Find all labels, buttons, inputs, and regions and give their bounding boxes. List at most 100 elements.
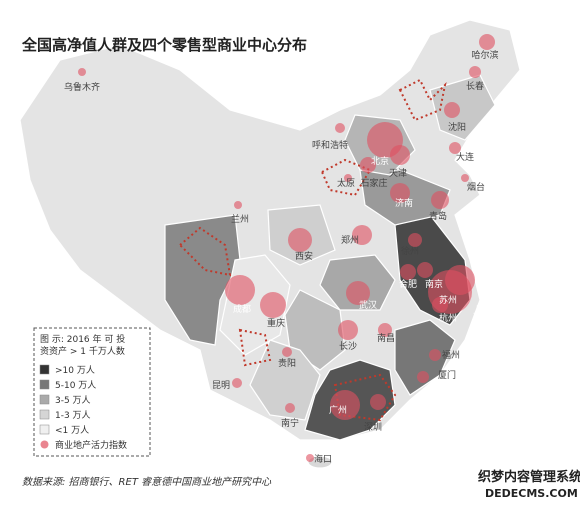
province <box>429 74 496 141</box>
island <box>307 455 333 469</box>
legend-swatch <box>40 440 49 449</box>
legend-label: 3-5 万人 <box>55 395 91 406</box>
city-dot <box>306 454 314 462</box>
city-label: 成都 <box>233 303 251 315</box>
province <box>394 319 456 396</box>
city-label: 沈阳 <box>448 121 466 133</box>
city-dot <box>444 102 460 118</box>
legend-label: 商业地产活力指数 <box>55 439 127 451</box>
city-label: 南昌 <box>377 332 395 344</box>
watermark: DEDECMS.COM <box>485 487 578 500</box>
city-dot <box>400 264 416 280</box>
city-label: 上海 <box>473 304 491 316</box>
city-dot <box>429 349 441 361</box>
city-dot <box>352 225 372 245</box>
city-dot <box>461 174 469 182</box>
city-dot <box>78 68 86 76</box>
city-label: 大连 <box>456 151 474 163</box>
city-label: 苏州 <box>439 294 457 306</box>
city-dot <box>390 183 410 203</box>
city-label: 长春 <box>466 80 484 92</box>
city-dot <box>225 275 255 305</box>
city-label: 徐州 <box>401 245 419 257</box>
city-dot <box>479 34 495 50</box>
legend-label: 5-10 万人 <box>55 380 96 391</box>
city-dot <box>417 262 433 278</box>
city-dot <box>232 378 242 388</box>
city-dot <box>360 157 376 173</box>
legend-label: >10 万人 <box>55 365 95 376</box>
city-label: 北京 <box>371 155 389 167</box>
legend-swatch <box>39 394 50 405</box>
city-label: 烟台 <box>467 181 485 193</box>
city-dot <box>285 403 295 413</box>
legend-label: <1 万人 <box>55 425 89 436</box>
city-dot <box>469 66 481 78</box>
city-label: 贵阳 <box>278 357 296 369</box>
city-label: 长沙 <box>339 340 357 352</box>
city-label: 呼和浩特 <box>312 139 348 151</box>
city-label: 昆明 <box>212 380 230 391</box>
city-label: 厦门 <box>438 369 456 381</box>
province <box>164 214 241 346</box>
legend-title: 资资产 > 1 千万人数 <box>40 345 125 357</box>
city-label: 西安 <box>295 250 313 262</box>
city-dot <box>431 191 449 209</box>
city-label: 天津 <box>389 168 407 179</box>
city-label: 南宁 <box>281 417 299 429</box>
dotted-region <box>398 78 447 122</box>
city-label: 深圳 <box>364 422 382 433</box>
city-label: 合肥 <box>399 278 417 290</box>
city-label: 哈尔滨 <box>471 49 498 61</box>
legend-box <box>33 327 151 457</box>
city-label: 兰州 <box>231 213 249 225</box>
city-label: 海口 <box>314 453 332 465</box>
city-dot <box>330 390 360 420</box>
city-label: 福州 <box>442 349 460 361</box>
city-dot <box>344 174 352 182</box>
legend-swatch <box>39 379 50 390</box>
city-dot <box>390 145 410 165</box>
city-dot <box>432 297 448 313</box>
city-label: 太原 <box>337 177 355 189</box>
watermark: 织梦内容管理系统 <box>478 469 580 485</box>
province <box>249 339 321 421</box>
city-dot <box>234 201 242 209</box>
city-label: 武汉 <box>359 299 377 311</box>
city-label: 南京 <box>425 278 443 290</box>
city-label: 广州 <box>329 404 347 416</box>
dotted-region <box>238 328 272 367</box>
dotted-region <box>320 158 372 197</box>
legend: 图 示: 2016 年 可 投 资资产 > 1 千万人数 >10 万人 5-10 … <box>33 327 151 457</box>
city-label: 重庆 <box>267 317 285 329</box>
city-dot <box>260 292 286 318</box>
city-dot <box>378 323 392 337</box>
city-dot <box>346 281 370 305</box>
legend-swatch <box>39 424 50 435</box>
city-label: 杭州 <box>439 312 457 324</box>
city-dot <box>338 320 358 340</box>
city-label: 郑州 <box>341 234 359 246</box>
dotted-region <box>178 226 232 277</box>
legend-title: 图 示: 2016 年 可 投 <box>40 333 125 345</box>
source: 数据来源: 招商银行、RET 睿意德中国商业地产研究中心 <box>22 476 272 488</box>
city-dot <box>408 233 422 247</box>
city-label: 乌鲁木齐 <box>64 81 100 93</box>
city-dot <box>445 265 475 295</box>
city-label: 青岛 <box>429 210 447 222</box>
city-dot <box>288 228 312 252</box>
city-dot <box>282 347 292 357</box>
city-dot <box>417 371 429 383</box>
title: 全国高净值人群及四个零售型商业中心分布 <box>21 36 307 54</box>
legend-label: 1-3 万人 <box>55 410 91 421</box>
city-label: 石家庄 <box>360 177 387 189</box>
city-label: 济南 <box>395 197 413 209</box>
legend-swatch <box>39 364 50 375</box>
city-dot <box>335 123 345 133</box>
city-dot <box>449 142 461 154</box>
city-dot <box>370 394 386 410</box>
